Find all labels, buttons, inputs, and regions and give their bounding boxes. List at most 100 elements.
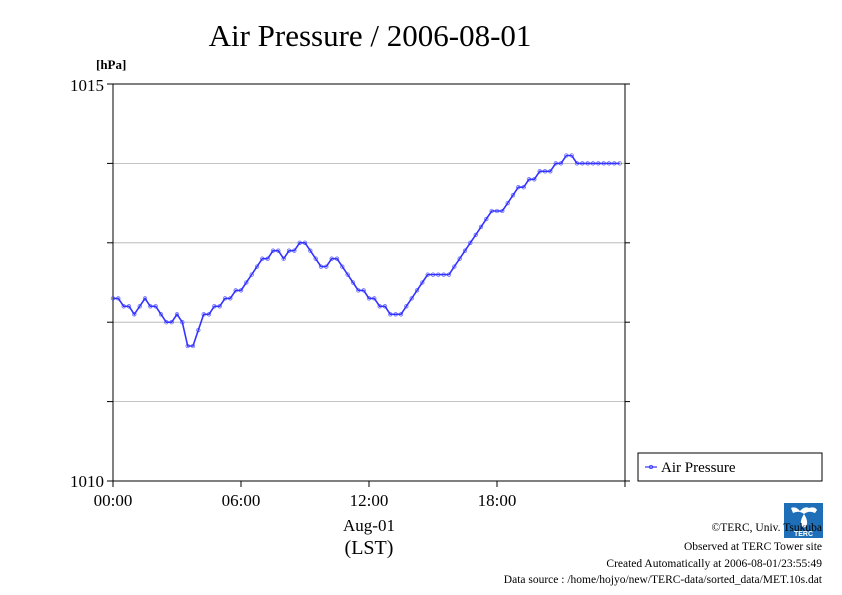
data-point	[489, 208, 494, 214]
y-tick-label-1010: 1010	[70, 472, 104, 491]
data-point	[233, 288, 238, 293]
terc-logo: TERC	[784, 503, 823, 538]
data-point	[425, 272, 430, 277]
footer-data-source: Data source : /home/hojyo/new/TERC-data/…	[504, 574, 823, 586]
data-point	[361, 288, 366, 293]
footer-observed-site: Observed at TERC Tower site	[684, 541, 822, 553]
data-point	[574, 161, 580, 166]
data-point	[169, 320, 174, 325]
series-layer	[110, 153, 622, 349]
data-point	[276, 248, 281, 253]
logo-drop-icon	[800, 514, 808, 528]
data-point	[126, 304, 132, 309]
data-point	[537, 169, 542, 174]
x-tick-label-1800: 18:00	[478, 491, 517, 510]
data-point	[430, 272, 436, 277]
data-point	[222, 296, 228, 301]
grid-lines	[113, 162, 625, 403]
legend: Air Pressure	[637, 452, 823, 482]
data-point	[350, 280, 356, 285]
chart-title: Air Pressure / 2006-08-01	[209, 18, 532, 53]
data-point	[468, 240, 473, 245]
data-point	[409, 296, 414, 301]
data-point	[446, 272, 452, 277]
data-point	[110, 296, 116, 301]
data-point	[148, 304, 153, 309]
data-point	[366, 296, 372, 301]
data-point	[516, 185, 521, 190]
data-point	[153, 304, 158, 309]
data-point	[254, 264, 260, 269]
data-point	[494, 208, 500, 214]
x-tick-label-0600: 06:00	[222, 491, 261, 510]
data-point	[356, 288, 361, 293]
data-point	[180, 320, 185, 325]
data-point	[228, 296, 233, 301]
data-point	[142, 296, 148, 301]
data-point	[334, 256, 340, 261]
data-point	[249, 272, 254, 277]
axis-ticks	[107, 83, 630, 487]
data-point	[452, 264, 457, 269]
data-point	[393, 312, 398, 317]
data-point	[542, 169, 548, 174]
data-point	[441, 272, 446, 277]
data-point	[510, 193, 516, 198]
data-point	[382, 304, 388, 309]
data-point	[196, 327, 201, 333]
data-point	[286, 248, 292, 253]
data-point	[377, 304, 382, 309]
data-point	[462, 248, 468, 253]
data-point	[388, 312, 393, 317]
data-point	[329, 256, 334, 261]
footer-created-timestamp: Created Automatically at 2006-08-01/23:5…	[606, 558, 822, 570]
x-axis-timezone-label: (LST)	[345, 537, 394, 559]
data-point	[212, 304, 217, 309]
data-point	[596, 161, 601, 166]
data-point	[244, 280, 249, 285]
data-point	[553, 161, 558, 166]
data-point	[137, 304, 142, 309]
data-point	[318, 264, 324, 269]
series-line-air-pressure	[113, 154, 620, 347]
data-point	[521, 185, 526, 190]
x-tick-label-0000: 00:00	[94, 491, 133, 510]
data-point	[457, 256, 462, 261]
x-tick-label-1200: 12:00	[350, 491, 389, 510]
data-point	[345, 272, 350, 277]
y-tick-label-1015: 1015	[70, 76, 104, 95]
data-point	[564, 153, 569, 158]
data-point	[132, 312, 137, 317]
data-point	[478, 224, 484, 230]
data-point	[398, 312, 404, 317]
data-point	[612, 161, 617, 166]
data-point	[569, 153, 574, 158]
data-point	[265, 256, 270, 261]
data-point	[340, 264, 345, 269]
data-point	[505, 200, 510, 206]
data-point	[201, 312, 206, 317]
data-point	[206, 312, 212, 317]
data-point	[313, 256, 318, 261]
data-point	[500, 208, 505, 214]
data-point	[372, 296, 377, 301]
data-point	[473, 232, 478, 238]
data-point	[158, 312, 164, 317]
legend-box	[637, 452, 823, 482]
data-point	[484, 216, 489, 222]
data-point	[185, 343, 190, 349]
data-point	[420, 280, 425, 285]
data-point	[526, 177, 532, 182]
data-point	[558, 161, 564, 166]
data-point	[190, 343, 196, 349]
data-point	[281, 256, 286, 261]
data-point	[238, 288, 244, 293]
data-point	[297, 240, 302, 245]
footer-copyright: ©TERC, Univ. Tsukuba	[712, 522, 822, 534]
data-point	[601, 161, 606, 166]
data-point	[260, 256, 265, 261]
legend-label-air-pressure: Air Pressure	[661, 460, 736, 476]
plot-frame	[112, 83, 626, 482]
data-point	[292, 248, 297, 253]
data-point	[436, 272, 441, 277]
